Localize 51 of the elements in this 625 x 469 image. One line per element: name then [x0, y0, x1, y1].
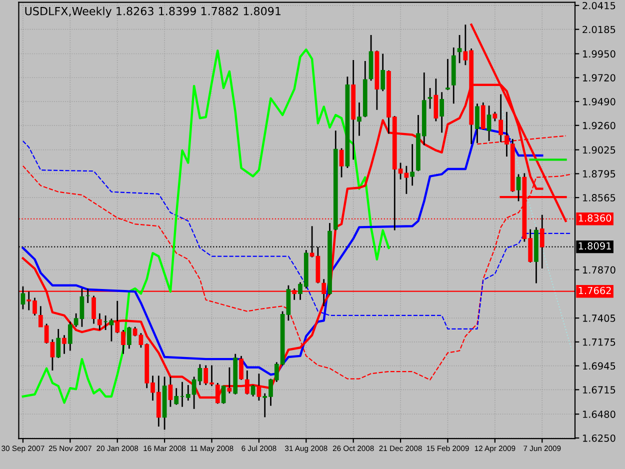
y-tick-label: 1.6715 — [583, 386, 616, 394]
candlestick — [428, 87, 432, 110]
candlestick — [126, 326, 132, 350]
y-tick-label: 1.9720 — [583, 74, 616, 82]
y-tick-label: 1.6250 — [583, 434, 616, 442]
y-tick-label: 1.6480 — [583, 410, 616, 418]
candlestick — [357, 102, 362, 136]
candlestick — [80, 288, 84, 328]
y-tick-label: 1.8565 — [583, 194, 616, 202]
candlestick — [440, 91, 444, 134]
candlestick — [62, 334, 66, 355]
y-tick-label: 1.9490 — [583, 98, 616, 106]
candlestick — [434, 78, 438, 122]
chart-title: USDLFX,Weekly 1.8263 1.8399 1.7882 1.8091 — [25, 6, 280, 18]
candlestick — [56, 328, 61, 359]
ref-line-label: 1.8360 — [578, 214, 612, 222]
y-tick-label: 1.9025 — [583, 146, 616, 154]
candlestick — [198, 364, 202, 386]
candlestick — [486, 104, 492, 142]
y-tick-label: 2.0185 — [582, 26, 616, 34]
ref-line-label: 1.7662 — [578, 286, 611, 294]
candlestick — [132, 326, 138, 337]
candlestick — [244, 370, 250, 396]
candlestick — [446, 58, 450, 91]
candlestick — [480, 102, 486, 130]
candlestick — [109, 318, 114, 342]
candlestick — [492, 111, 498, 122]
candlestick — [227, 366, 232, 394]
candlestick — [50, 338, 55, 372]
candlestick — [457, 34, 462, 64]
candlestick — [239, 355, 244, 381]
y-tick-label: 1.9950 — [583, 50, 616, 58]
y-tick-label: 1.7175 — [583, 338, 616, 346]
candlestick — [380, 53, 386, 92]
y-tick-label: 1.7405 — [583, 314, 616, 322]
y-tick-label: 1.7870 — [583, 266, 616, 274]
line-series — [22, 48, 390, 404]
candlestick — [92, 295, 96, 324]
candlestick — [475, 102, 480, 144]
candlestick — [250, 384, 256, 398]
y-tick-label: 1.8795 — [583, 170, 616, 178]
candlestick — [339, 148, 344, 178]
y-tick-label: 2.0415 — [582, 2, 616, 10]
candlestick — [516, 174, 521, 202]
candlestick — [97, 312, 102, 331]
y-tick-label: 1.6945 — [583, 362, 616, 370]
candlestick — [221, 385, 226, 404]
candlestick — [410, 143, 415, 186]
candlestick — [174, 387, 179, 406]
ref-line-label: 1.8091 — [578, 242, 611, 250]
y-tick-label: 1.9260 — [583, 122, 616, 130]
